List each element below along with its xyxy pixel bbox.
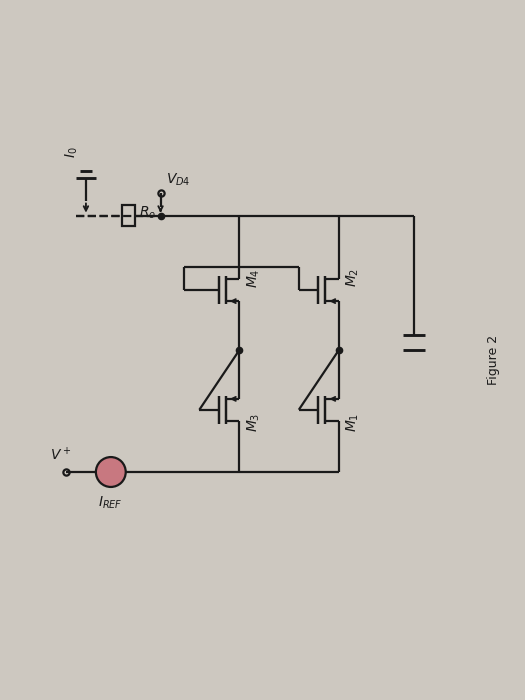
Circle shape xyxy=(96,457,125,487)
Bar xyxy=(122,205,135,226)
Text: $M_3$: $M_3$ xyxy=(245,412,262,432)
Text: $I_0$: $I_0$ xyxy=(64,147,80,158)
Text: $M_4$: $M_4$ xyxy=(245,268,262,288)
Text: Figure 2: Figure 2 xyxy=(487,335,500,385)
Text: $R_o$: $R_o$ xyxy=(139,205,156,221)
Text: $M_2$: $M_2$ xyxy=(345,268,361,288)
Text: $V^+$: $V^+$ xyxy=(50,446,72,463)
Text: $M_1$: $M_1$ xyxy=(345,412,361,432)
Text: $I_{REF}$: $I_{REF}$ xyxy=(99,494,123,511)
Text: $V_{D4}$: $V_{D4}$ xyxy=(165,172,190,188)
